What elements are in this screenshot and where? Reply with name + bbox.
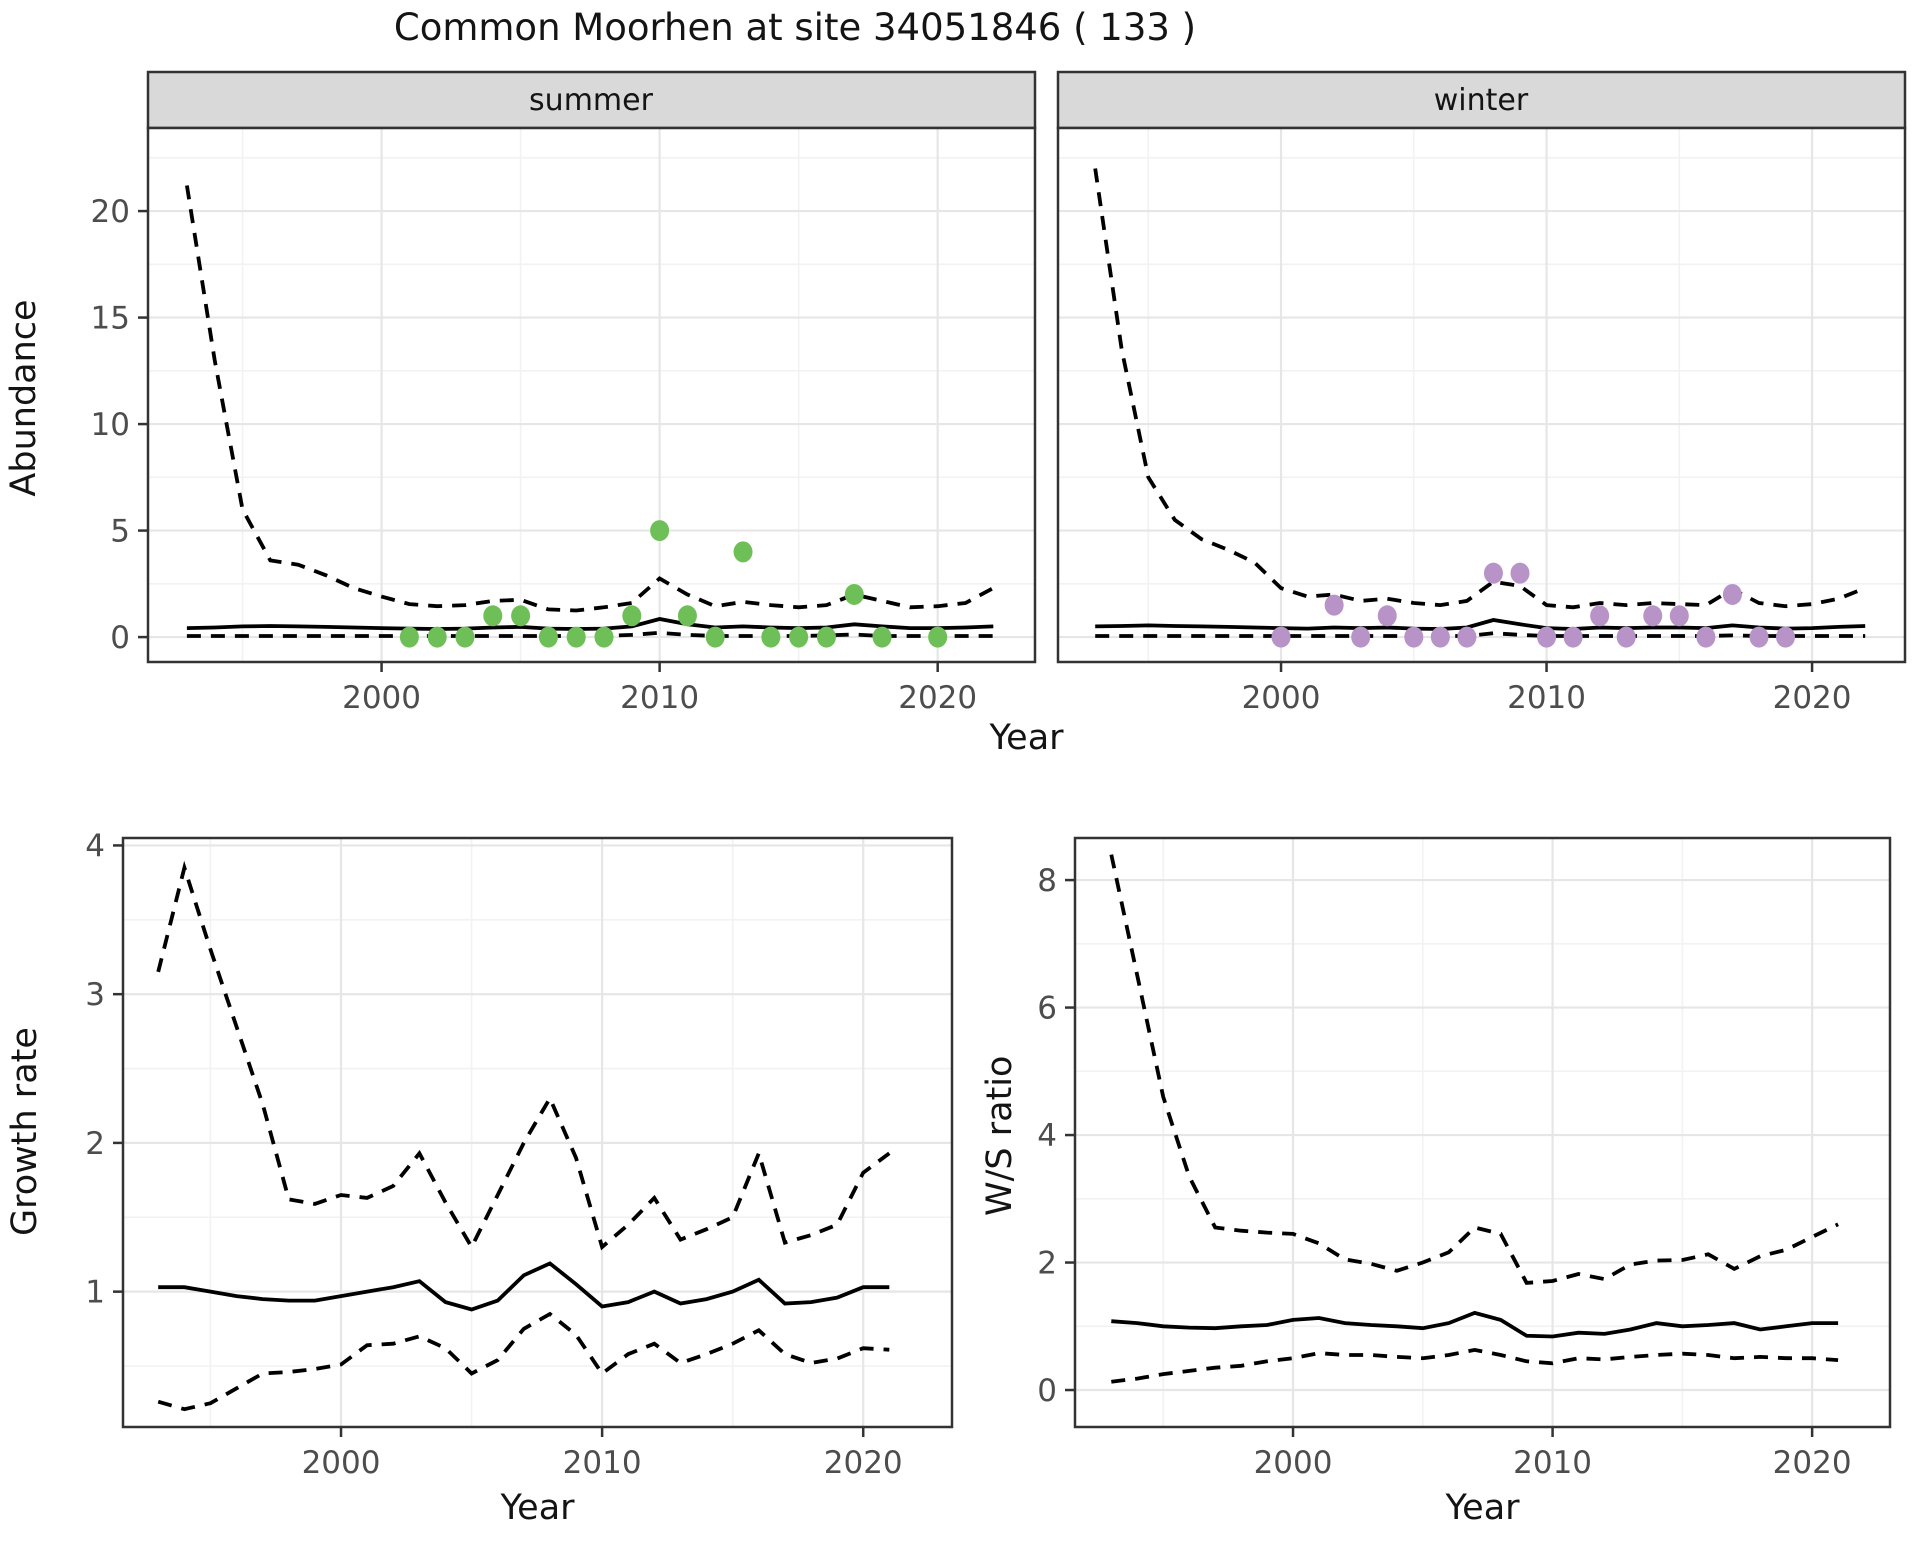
data-point-summer [844,583,864,605]
data-point-summer [399,626,419,648]
data-point-winter [1696,626,1716,648]
y-tick-label: 4 [85,828,105,864]
chart-title: Common Moorhen at site 34051846 ( 133 ) [393,6,1197,49]
x-axis-title-top: Year [989,718,1064,758]
facet-strip-winter-bg [1056,70,1907,130]
data-point-summer [677,605,697,627]
series-ci_lower [1111,1347,1839,1384]
data-point-summer [928,626,948,648]
panel-border [1073,836,1892,1429]
panel-background [1075,838,1890,1427]
x-tick-label: 2010 [620,680,699,716]
data-point-winter [1776,626,1796,648]
x-tick-label: 2010 [563,1445,642,1481]
data-point-winter [1324,594,1344,616]
y-tick-label: 3 [85,977,105,1013]
facet-strip-winter-label: winter [1434,83,1529,118]
series-median [1095,618,1866,631]
data-point-winter [1271,626,1291,648]
data-point-summer [789,626,809,648]
data-point-winter [1430,626,1450,648]
data-point-summer [622,605,642,627]
data-point-summer [511,605,531,627]
data-point-summer [594,626,614,648]
data-point-winter [1457,626,1477,648]
data-point-winter [1669,605,1689,627]
data-point-summer [650,520,670,542]
facet-strip-summer-bg [146,70,1037,130]
y-tick-label: 0 [110,620,130,656]
x-tick-label: 2020 [1773,1445,1852,1481]
data-point-summer [705,626,725,648]
x-tick-label: 2000 [1254,1445,1333,1481]
y-tick-label: 2 [1037,1246,1057,1282]
data-point-winter [1377,605,1397,627]
y-tick-label: 1 [85,1275,105,1311]
data-point-winter [1749,626,1769,648]
y-tick-label: 2 [85,1126,105,1162]
series-ci_upper [1109,854,1839,1285]
panel-background [1058,128,1905,662]
panel-border [121,836,954,1429]
series-median [186,617,994,631]
data-point-winter [1351,626,1371,648]
series-ci_lower [157,1311,890,1412]
x-tick-label: 2020 [1773,680,1852,716]
facet-strip-summer-label: summer [529,83,654,118]
facet-strip-summer: summer [146,70,1037,130]
data-point-summer [566,626,586,648]
y-axis-title-growth-rate: Growth rate [5,1027,45,1236]
data-point-winter [1616,626,1636,648]
data-point-summer [733,541,753,563]
x-tick-label: 2010 [1513,1445,1592,1481]
y-tick-label: 20 [91,194,130,230]
data-point-summer [538,626,558,648]
data-point-winter [1537,626,1557,648]
data-point-winter [1722,583,1742,605]
data-point-winter [1510,562,1530,584]
x-tick-label: 2000 [1242,680,1321,716]
data-point-summer [483,605,503,627]
y-axis-title-abundance: Abundance [4,299,44,497]
data-point-winter [1404,626,1424,648]
series-median [1111,1310,1839,1339]
panel-border [146,126,1037,664]
data-point-winter [1483,562,1503,584]
y-tick-label: 4 [1037,1118,1057,1154]
x-axis-title-growth: Year [500,1488,575,1528]
x-tick-label: 2000 [342,680,421,716]
x-axis-title-ws: Year [1445,1488,1520,1528]
facet-strip-winter: winter [1056,70,1907,130]
x-tick-label: 2020 [898,680,977,716]
data-point-summer [427,626,447,648]
y-tick-label: 0 [1037,1373,1057,1409]
x-tick-label: 2010 [1507,680,1586,716]
data-point-winter [1643,605,1663,627]
data-point-summer [816,626,836,648]
data-point-summer [761,626,781,648]
series-ci_lower [1095,631,1866,638]
panel-background [148,128,1035,662]
data-point-winter [1590,605,1610,627]
y-tick-label: 5 [110,514,130,550]
x-tick-label: 2000 [302,1445,381,1481]
series-ci_lower [186,630,994,638]
y-tick-label: 8 [1037,863,1057,899]
data-point-summer [872,626,892,648]
series-ci_upper [156,860,891,1251]
y-tick-label: 10 [91,407,130,443]
data-point-summer [455,626,475,648]
series-median [158,1261,890,1312]
y-tick-label: 15 [91,301,130,337]
y-axis-title-ws-ratio: W/S ratio [980,1055,1020,1216]
y-tick-label: 6 [1037,991,1057,1027]
panel-border [1056,126,1907,664]
panel-background [123,838,952,1427]
x-tick-label: 2020 [824,1445,903,1481]
data-point-winter [1563,626,1583,648]
series-ci_upper [185,185,995,613]
